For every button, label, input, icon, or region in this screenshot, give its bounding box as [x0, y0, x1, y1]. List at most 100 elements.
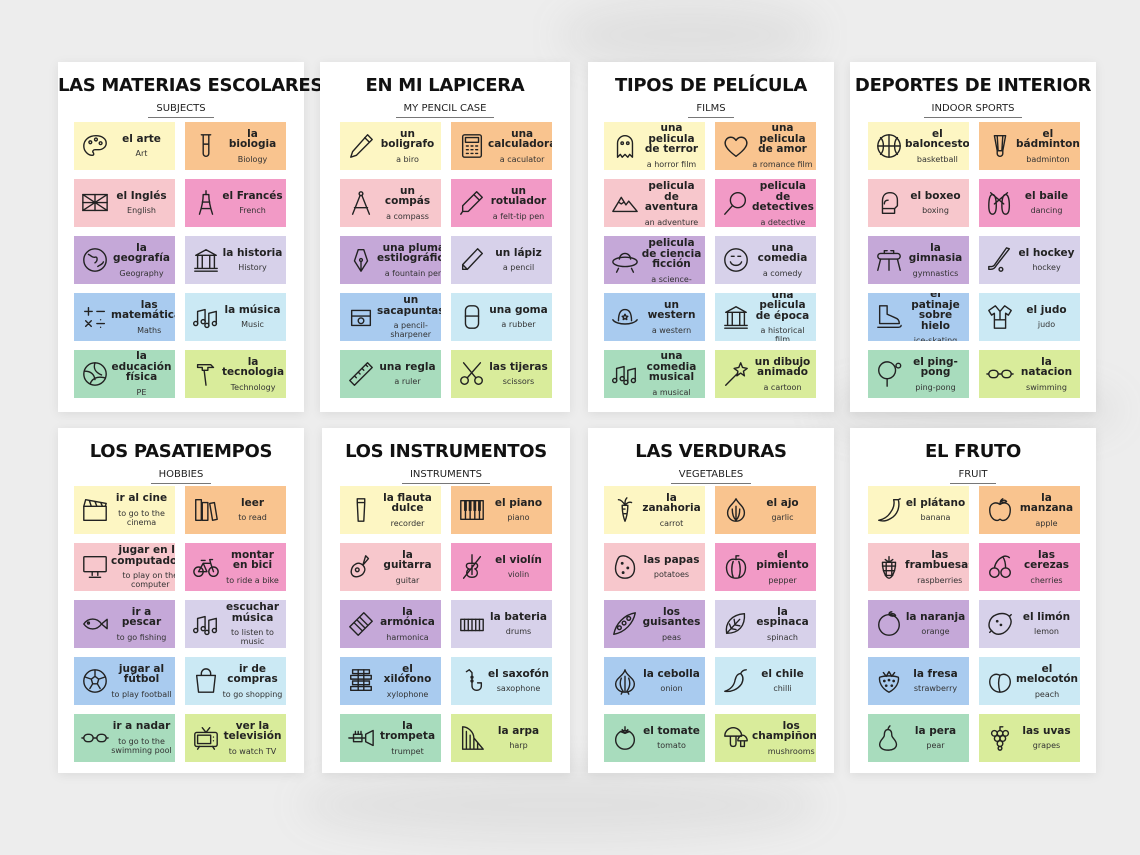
english-translation: badminton [1026, 154, 1070, 164]
sheet-title: LOS PASATIEMPOS [89, 441, 273, 462]
bicycle-icon [190, 551, 222, 583]
vocab-card: las matemáticas Maths [74, 293, 175, 341]
spanish-word: un boligrafo [380, 127, 435, 150]
card-text: una pelicula de amor a romance film [752, 123, 816, 169]
vocab-card-grid: una pelicula de terror a horror film una p… [604, 122, 816, 398]
ruler-icon [345, 358, 377, 390]
cowboy-hat-icon [609, 301, 641, 333]
english-translation: to go shopping [222, 689, 283, 699]
english-translation: orange [921, 627, 950, 637]
card-text: ver la televisión to watch TV [222, 720, 286, 755]
pea-pod-icon [609, 608, 641, 640]
vocab-card: la natacion swimming [979, 350, 1080, 398]
recorder-icon [345, 494, 377, 526]
card-text: los guisantes peas [641, 606, 705, 642]
chilli-icon [720, 665, 752, 697]
vocab-card: la arpa harp [451, 714, 552, 762]
spanish-word: la naranja [905, 610, 966, 623]
english-translation: swimming [1026, 382, 1067, 392]
english-translation: piano [507, 513, 530, 523]
basketball-icon [873, 130, 905, 162]
english-translation: chilli [773, 684, 792, 694]
vocab-card: un sacapuntas a pencil-sharpener [340, 293, 441, 341]
spanish-word: la arpa [497, 724, 540, 737]
card-text: una comedia musical a musical [641, 351, 705, 397]
english-translation: a compass [386, 211, 429, 221]
vocab-card: el boxeo boxing [868, 179, 969, 227]
vocab-sheet: EL FRUTO FRUIT el plátano banana la manzana a… [850, 428, 1096, 773]
english-translation: English [127, 206, 156, 216]
ping-pong-paddle-icon [873, 358, 905, 390]
garlic-icon [720, 494, 752, 526]
vocab-card: la gimnasia gymnastics [868, 236, 969, 284]
math-symbols-icon [79, 301, 111, 333]
harmonica-icon [345, 608, 377, 640]
spanish-word: un rotulador [490, 184, 547, 207]
english-translation: to listen to music [231, 628, 274, 646]
english-translation: ping-pong [915, 382, 956, 392]
tv-icon [190, 722, 222, 754]
english-translation: PE [136, 387, 147, 397]
vocab-card: la zanahoria carrot [604, 486, 705, 534]
spanish-word: la pera [914, 724, 957, 737]
english-translation: peas [661, 632, 682, 642]
spanish-word: escuchar música [225, 601, 280, 624]
sheet-header: LOS PASATIEMPOS HOBBIES [58, 442, 304, 484]
card-text: la zanahoria carrot [641, 492, 705, 527]
spanish-word: leer [240, 496, 265, 509]
card-text: un compás a compass [377, 185, 441, 221]
marker-icon [456, 187, 488, 219]
sheet-subtitle: INSTRUMENTS [401, 469, 491, 484]
vocab-card: el bádminton badminton [979, 122, 1080, 170]
music-note-icon [190, 301, 222, 333]
english-translation: raspberries [917, 575, 963, 585]
spanish-word: el ping-pong [913, 355, 958, 378]
card-text: el judo judo [1016, 305, 1080, 330]
spanish-word: la historia [222, 246, 283, 259]
english-translation: a cartoon [763, 382, 802, 392]
card-text: escuchar música to listen to music [222, 602, 286, 646]
spanish-word: la trompeta [379, 719, 436, 742]
sheet-header: TIPOS DE PELÍCULA FILMS [588, 76, 834, 118]
xylophone-icon [345, 665, 377, 697]
vocab-card: las tijeras scissors [451, 350, 552, 398]
harp-icon [456, 722, 488, 754]
fountain-pen-icon [345, 244, 377, 276]
english-translation: a pencil-sharpener [390, 321, 432, 339]
vocab-card: el patinaje sobre hielo ice-skating [868, 293, 969, 341]
english-translation: tomato [657, 741, 686, 751]
sheet-subtitle: SUBJECTS [148, 103, 214, 118]
spanish-word: ir al cine [115, 492, 168, 505]
spanish-word: una pelicula de terror [644, 122, 699, 156]
bell-pepper-icon [720, 551, 752, 583]
vocab-card: los guisantes peas [604, 600, 705, 648]
card-text: el baloncesto basketball [905, 128, 969, 163]
english-translation: an adventure film [644, 217, 699, 228]
spanish-word: el xilófono [383, 662, 432, 685]
vocab-card: un rotulador a felt-tip pen [451, 179, 552, 227]
spinach-leaf-icon [720, 608, 752, 640]
vocab-card: el Francés French [185, 179, 286, 227]
english-translation: apple [1035, 518, 1058, 528]
spanish-word: una regla [379, 360, 436, 373]
card-text: la cebolla onion [641, 669, 705, 694]
card-text: el saxofón saxophone [488, 669, 552, 694]
sheet-title: LAS VERDURAS [635, 441, 787, 462]
english-translation: banana [920, 513, 951, 523]
sheet-subtitle: FILMS [688, 103, 734, 118]
spanish-word: los champiñones [752, 719, 816, 742]
english-translation: a ruler [394, 377, 421, 387]
spanish-word: el boxeo [910, 189, 961, 202]
spanish-word: jugar en la computadora [111, 544, 175, 567]
english-translation: Technology [230, 382, 276, 392]
vocab-card: un compás a compass [340, 179, 441, 227]
english-translation: French [239, 206, 266, 216]
pear-icon [873, 722, 905, 754]
hockey-stick-icon [984, 244, 1016, 276]
english-translation: pear [926, 741, 945, 751]
english-translation: a comedy [762, 268, 803, 278]
english-translation: to play on the computer [122, 571, 175, 589]
card-text: la gimnasia gymnastics [905, 242, 969, 277]
vocab-sheet: LAS VERDURAS VEGETABLES la zanahoria carrot… [588, 428, 834, 773]
